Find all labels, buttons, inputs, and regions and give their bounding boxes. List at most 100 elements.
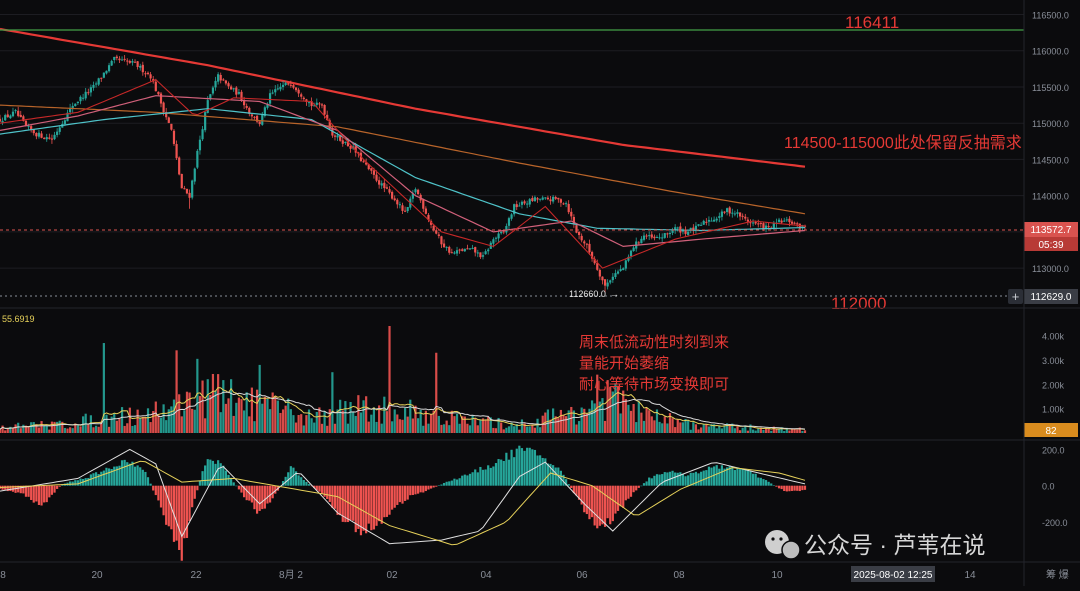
macd-bar-negative xyxy=(157,485,160,501)
bear-candle xyxy=(440,236,443,245)
macd-bar-positive xyxy=(128,463,131,486)
bear-candle xyxy=(170,123,173,130)
volume-bar xyxy=(196,358,199,433)
time-tick-label[interactable]: 06 xyxy=(576,570,588,581)
volume-bar xyxy=(648,410,651,433)
price-tick-label: 116500.0 xyxy=(1032,10,1069,20)
macd-bar-positive xyxy=(754,473,757,486)
bear-candle xyxy=(258,121,261,125)
bull-candle xyxy=(702,220,705,225)
macd-bar-negative xyxy=(274,485,277,494)
time-tick-label[interactable]: 14 xyxy=(964,570,976,581)
ma200-line xyxy=(0,27,806,168)
volume-bar xyxy=(206,379,209,433)
volume-bar xyxy=(118,418,121,433)
macd-bar-negative xyxy=(333,485,337,509)
macd-bar-negative xyxy=(320,485,324,494)
volume-bar xyxy=(284,405,287,433)
bear-candle xyxy=(448,246,451,253)
macd-bar-negative xyxy=(56,485,59,489)
volume-bar xyxy=(144,416,147,433)
macd-bar-negative xyxy=(32,485,35,503)
bull-candle xyxy=(619,269,622,271)
bear-candle xyxy=(570,211,573,217)
bull-candle xyxy=(11,111,15,117)
macd-bar-negative xyxy=(315,485,318,491)
volume-bar xyxy=(14,424,17,433)
time-tick-label[interactable]: 20 xyxy=(91,570,103,581)
bear-candle xyxy=(141,64,144,73)
macd-bar-negative xyxy=(323,485,326,497)
macd-bar-positive xyxy=(281,481,285,486)
macd-bar-negative xyxy=(803,485,807,490)
macd-bar-positive xyxy=(133,466,137,486)
macd-bar-negative xyxy=(162,485,165,516)
time-tick-label[interactable]: 8月 2 xyxy=(279,569,303,581)
macd-bar-positive xyxy=(497,459,500,486)
macd-bar-negative xyxy=(266,485,269,504)
crosshair-plus-button[interactable] xyxy=(1008,289,1023,304)
time-axis[interactable]: 8 20 22 8月 2 02 04 06 08 10 14 xyxy=(0,569,976,581)
bear-candle xyxy=(437,234,440,236)
macd-bar-negative xyxy=(45,485,48,503)
volume-bar xyxy=(601,398,604,433)
time-tick-label[interactable]: 8 xyxy=(0,570,6,581)
time-tick-label[interactable]: 10 xyxy=(771,570,783,581)
volume-bar xyxy=(676,419,679,433)
macd-bar-positive xyxy=(502,461,505,486)
macd-bar-positive xyxy=(198,480,202,486)
macd-bar-positive xyxy=(733,470,736,486)
axis-corner-label[interactable]: 筹 爆 xyxy=(1046,568,1069,581)
volume-bar xyxy=(793,428,796,433)
volume-bar xyxy=(416,418,420,433)
bear-candle xyxy=(461,249,464,251)
macd-bar-positive xyxy=(115,466,118,486)
volume-bar xyxy=(214,390,217,433)
volume-bar xyxy=(217,374,220,433)
bull-candle xyxy=(232,88,235,90)
volume-bar xyxy=(307,409,311,433)
bull-candle xyxy=(217,74,220,82)
bear-candle xyxy=(370,168,373,171)
volume-bar xyxy=(50,421,54,433)
macd-bar-negative xyxy=(393,485,396,508)
bear-candle xyxy=(378,180,381,185)
time-tick-label[interactable]: 08 xyxy=(673,570,685,581)
bull-candle xyxy=(731,212,734,214)
bear-candle xyxy=(790,221,794,224)
time-tick-label[interactable]: 04 xyxy=(480,570,492,581)
volume-bar xyxy=(276,400,279,433)
volume-bar xyxy=(801,431,804,433)
macd-bar-negative xyxy=(331,485,334,508)
time-tick-label[interactable]: 02 xyxy=(386,570,398,581)
macd-bar-negative xyxy=(359,485,363,536)
bear-candle xyxy=(323,105,326,115)
volume-bar xyxy=(505,427,508,433)
bear-candle xyxy=(759,222,762,224)
bull-candle xyxy=(640,238,643,244)
bull-candle xyxy=(284,82,287,85)
bear-candle xyxy=(175,144,178,159)
macd-bar-negative xyxy=(611,485,614,522)
macd-bar-positive xyxy=(141,469,144,486)
macd-bar-positive xyxy=(764,480,768,486)
volume-bar xyxy=(788,430,791,433)
bear-candle xyxy=(188,192,191,198)
resistance-annotation: 114500-115000此处保留反抽需求 xyxy=(784,134,1022,152)
macd-bar-negative xyxy=(375,485,378,526)
macd-bar-positive xyxy=(507,459,511,486)
macd-bar-negative xyxy=(380,485,383,524)
volume-bar xyxy=(468,425,472,433)
macd-bar-positive xyxy=(731,466,734,486)
volume-bar xyxy=(4,430,7,433)
macd-histogram xyxy=(0,445,807,561)
time-tick-label[interactable]: 22 xyxy=(190,570,202,581)
crosshair-plus-icon[interactable]: + xyxy=(1012,289,1020,304)
volume-bar xyxy=(700,427,703,433)
volume-bar xyxy=(442,424,446,433)
volume-bar xyxy=(461,416,464,433)
bear-candle xyxy=(728,207,731,214)
bear-candle xyxy=(123,58,126,60)
